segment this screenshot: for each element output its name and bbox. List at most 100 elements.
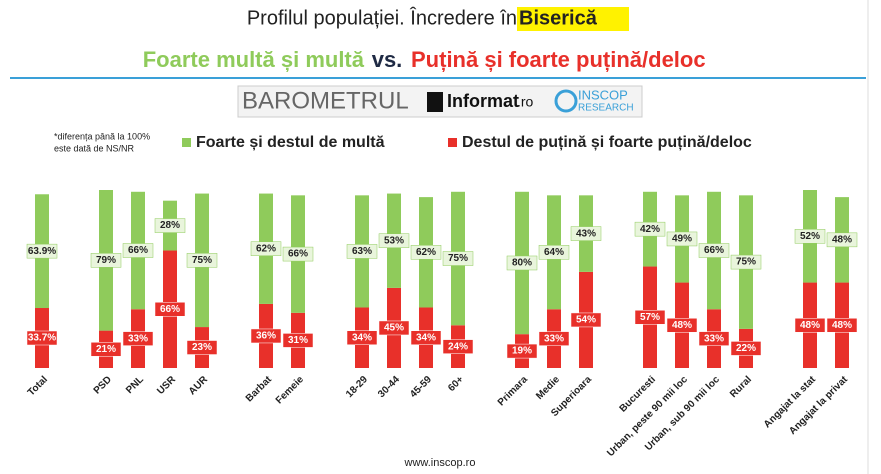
- value-label: 24%: [448, 341, 468, 352]
- value-label-bg: [730, 341, 762, 356]
- value-label-bg: [538, 331, 570, 346]
- value-label-bg: [570, 226, 602, 241]
- logo-text: Informat: [447, 91, 519, 111]
- value-label: 66%: [160, 304, 180, 315]
- value-label-bg: [154, 218, 186, 233]
- value-label: 33%: [704, 333, 724, 344]
- value-label: 34%: [416, 332, 436, 343]
- value-label-bg: [666, 231, 698, 247]
- value-label: 48%: [832, 320, 852, 331]
- value-label: 21%: [96, 344, 116, 355]
- value-label: 63.9%: [28, 246, 56, 257]
- value-label: 66%: [704, 245, 724, 256]
- value-label-bg: [154, 302, 186, 317]
- value-label: 45%: [384, 323, 404, 334]
- value-label: 62%: [416, 247, 436, 258]
- value-label: 33%: [544, 333, 564, 344]
- logo-icon: [554, 89, 578, 113]
- value-label: 36%: [256, 331, 276, 342]
- value-label-bg: [538, 245, 570, 260]
- value-label-bg: [250, 241, 282, 256]
- value-label-bg: [570, 312, 602, 328]
- value-label-bg: [410, 330, 442, 345]
- value-label-bg: [730, 254, 762, 270]
- value-label-bg: [634, 221, 666, 237]
- logo-text: BAROMETRUL: [242, 87, 409, 114]
- value-label: 75%: [448, 253, 468, 264]
- value-label-bg: [698, 243, 730, 258]
- value-label: 54%: [576, 315, 596, 326]
- value-label: 53%: [384, 235, 404, 246]
- logo-text: INSCOP: [578, 87, 628, 102]
- value-label-bg: [90, 342, 122, 357]
- chart-title-highlight: Biserică: [519, 7, 598, 29]
- value-label-bg: [122, 331, 154, 346]
- chart-title: Profilul populației. Încredere în: [247, 6, 517, 29]
- value-label: 79%: [96, 255, 116, 266]
- value-label-bg: [346, 330, 378, 345]
- subtitle: Foarte multă și multă: [143, 47, 365, 72]
- value-label-bg: [378, 320, 410, 336]
- value-label-bg: [506, 343, 538, 359]
- value-label: 22%: [736, 343, 756, 354]
- logo-icon: [427, 92, 443, 112]
- value-label-bg: [282, 333, 314, 348]
- value-label: 63%: [352, 246, 372, 257]
- value-label-bg: [826, 232, 858, 248]
- value-label-bg: [250, 328, 282, 344]
- legend-label: Destul de puțină și foarte puțină/deloc: [462, 134, 752, 151]
- subtitle: vs.: [372, 47, 403, 72]
- note: *diferența până la 100%: [54, 131, 150, 141]
- subtitle: Puțină și foarte puțină/deloc: [411, 47, 706, 72]
- logo-text: .ro: [517, 94, 534, 110]
- value-label: 57%: [640, 312, 660, 323]
- legend-swatch: [448, 138, 457, 147]
- value-label-bg: [634, 310, 666, 325]
- value-label: 34%: [352, 332, 372, 343]
- value-label: 19%: [512, 346, 532, 357]
- value-label-bg: [282, 246, 314, 262]
- value-label: 49%: [672, 234, 692, 245]
- value-label: 43%: [576, 228, 596, 239]
- value-label: 28%: [160, 220, 180, 231]
- value-label: 48%: [832, 234, 852, 245]
- value-label-bg: [698, 331, 730, 346]
- value-label: 75%: [736, 257, 756, 268]
- value-label: 31%: [288, 335, 308, 346]
- value-label: 66%: [128, 245, 148, 256]
- value-label-bg: [378, 233, 410, 248]
- source: www.inscop.ro: [404, 457, 476, 469]
- value-label-bg: [794, 318, 826, 333]
- value-label-bg: [666, 318, 698, 333]
- value-label-bg: [26, 243, 58, 259]
- value-label: 52%: [800, 231, 820, 242]
- value-label-bg: [346, 244, 378, 259]
- logo-text: RESEARCH: [578, 103, 634, 114]
- value-label: 48%: [672, 320, 692, 331]
- value-label: 48%: [800, 320, 820, 331]
- value-label: 66%: [288, 249, 308, 260]
- value-label-bg: [794, 229, 826, 244]
- value-label-bg: [826, 318, 858, 333]
- value-label-bg: [442, 251, 474, 266]
- value-label-bg: [186, 340, 218, 355]
- value-label-bg: [506, 255, 538, 271]
- value-label-bg: [186, 253, 218, 268]
- title-highlight-bg: [517, 7, 629, 31]
- legend-swatch: [182, 138, 191, 147]
- value-label-bg: [442, 339, 474, 354]
- value-label: 80%: [512, 258, 532, 269]
- value-label: 64%: [544, 247, 564, 258]
- value-label: 75%: [192, 255, 212, 266]
- value-label: 23%: [192, 342, 212, 353]
- value-label-bg: [122, 243, 154, 258]
- legend-label: Foarte și destul de multă: [196, 134, 385, 151]
- value-label: 33%: [128, 333, 148, 344]
- value-label-bg: [26, 330, 58, 346]
- value-label-bg: [410, 245, 442, 260]
- value-label: 42%: [640, 224, 660, 235]
- value-label: 33.7%: [28, 333, 56, 344]
- value-label: 62%: [256, 243, 276, 254]
- value-label-bg: [90, 253, 122, 268]
